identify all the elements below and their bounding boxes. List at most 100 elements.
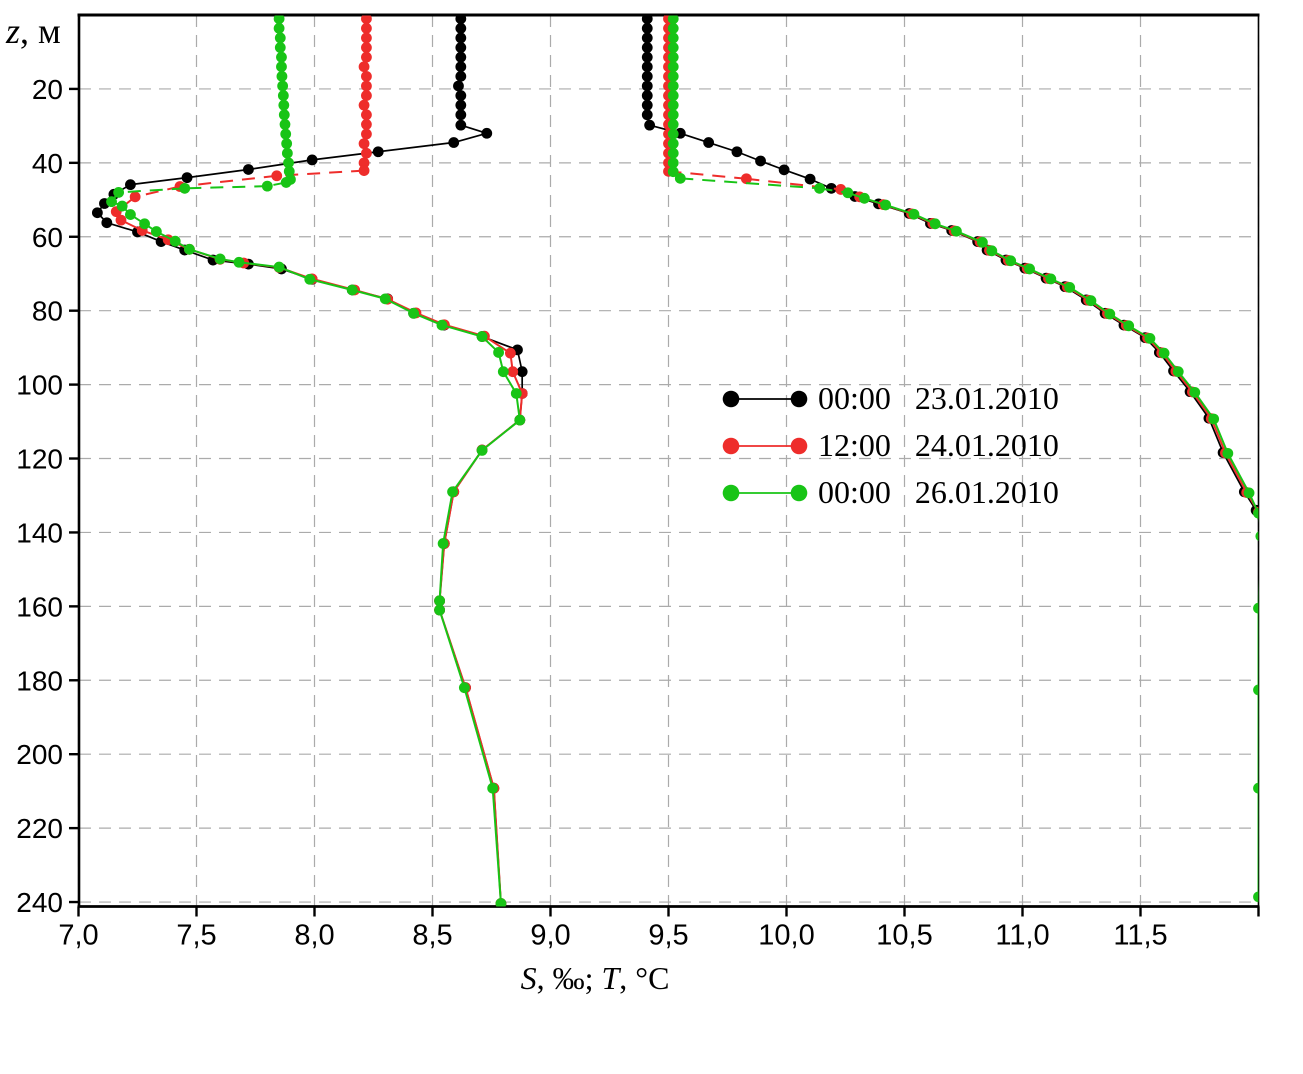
- data-point: [1144, 333, 1156, 344]
- data-point: [276, 51, 287, 63]
- data-point: [455, 51, 467, 63]
- data-point: [346, 284, 358, 296]
- data-point: [280, 177, 292, 188]
- legend-marker-line: [722, 437, 808, 454]
- y-tick-label: 80: [32, 296, 63, 327]
- data-point: [1005, 255, 1017, 267]
- data-point: [667, 99, 679, 111]
- data-point: [1045, 273, 1057, 285]
- data-point: [507, 366, 519, 378]
- data-point: [361, 51, 372, 63]
- data-point: [858, 192, 870, 204]
- data-point: [495, 898, 507, 907]
- data-point: [667, 109, 679, 121]
- x-tick-label: 8,5: [412, 920, 452, 952]
- series-T-2010-01-24-1200: [110, 15, 528, 907]
- data-point: [455, 15, 467, 25]
- x-tick-label: 11,5: [1113, 920, 1167, 952]
- data-point: [455, 42, 467, 53]
- x-axis-title: S, ‰; T, °C: [380, 960, 810, 997]
- x-tick-label: 8,0: [294, 920, 334, 952]
- data-point: [481, 127, 493, 139]
- data-point: [280, 128, 292, 140]
- data-point: [361, 80, 372, 92]
- data-point: [91, 207, 103, 219]
- data-point: [908, 208, 920, 220]
- x-tick-label: 10,5: [876, 920, 932, 952]
- data-point: [487, 782, 499, 794]
- data-point: [703, 137, 715, 148]
- data-point: [243, 164, 254, 175]
- legend-marker-line: [722, 484, 808, 501]
- data-point: [1257, 533, 1259, 539]
- data-point: [125, 209, 136, 220]
- data-point: [278, 99, 290, 111]
- y-axis-title: z, м: [6, 10, 61, 52]
- data-point: [644, 119, 656, 131]
- data-point: [476, 331, 488, 342]
- data-point: [641, 80, 653, 92]
- data-point: [276, 61, 287, 73]
- data-point: [101, 217, 113, 229]
- data-point: [214, 253, 226, 265]
- x-tick-label: 11,0: [995, 920, 1049, 952]
- data-point: [986, 245, 998, 257]
- x-axis-title-t: T: [601, 960, 620, 996]
- data-point: [361, 15, 372, 25]
- data-point: [1255, 531, 1259, 541]
- data-point: [1222, 447, 1234, 459]
- data-point: [755, 155, 766, 167]
- y-tick-label: 240: [16, 887, 63, 918]
- data-point: [641, 32, 653, 44]
- data-point: [455, 32, 467, 44]
- data-point: [361, 70, 372, 82]
- data-point: [261, 180, 273, 192]
- data-point: [842, 187, 854, 199]
- data-point: [667, 32, 679, 44]
- data-point: [731, 146, 743, 158]
- legend-time: 00:00: [818, 380, 891, 416]
- data-point: [115, 214, 127, 226]
- data-point: [274, 42, 286, 53]
- data-point: [514, 414, 526, 426]
- data-point: [641, 22, 653, 34]
- data-point: [667, 22, 679, 34]
- data-point: [1104, 308, 1116, 320]
- y-tick-label: 60: [32, 222, 63, 253]
- data-point: [667, 157, 679, 169]
- data-point: [641, 51, 653, 63]
- data-point: [458, 682, 470, 694]
- x-tick-label: 10,0: [758, 920, 814, 952]
- legend: 00:00 23.01.2010 12:00 24.01.2010 00:00 26.01…: [722, 375, 1059, 516]
- data-point: [281, 147, 293, 159]
- data-point: [1253, 684, 1259, 696]
- data-point: [641, 70, 653, 82]
- axis-ticks: [69, 87, 1260, 917]
- data-point: [497, 366, 509, 378]
- data-point: [358, 157, 370, 169]
- data-point: [169, 235, 181, 247]
- series-T-2010-01-23-0000: [91, 15, 528, 907]
- data-point: [283, 165, 295, 177]
- x-axis-title-s: S: [520, 960, 537, 996]
- data-point: [1024, 263, 1035, 275]
- y-tick-label: 140: [16, 517, 63, 548]
- x-tick-label: 7,0: [58, 920, 98, 952]
- data-point: [1208, 413, 1220, 425]
- data-point: [510, 388, 522, 399]
- y-tick-label: 160: [16, 591, 63, 622]
- y-axis-title-z: z: [6, 11, 21, 51]
- data-point: [667, 119, 679, 130]
- y-tick-label: 200: [16, 739, 63, 770]
- data-point: [667, 90, 679, 101]
- y-tick-label: 120: [16, 444, 63, 475]
- data-point: [361, 90, 372, 101]
- data-point: [455, 99, 467, 111]
- data-point: [358, 138, 370, 150]
- data-point: [976, 236, 988, 248]
- legend-item: 00:00 26.01.2010: [722, 469, 1059, 516]
- data-point: [273, 22, 285, 34]
- data-point: [1189, 386, 1201, 398]
- data-point: [361, 22, 372, 34]
- data-point: [1123, 320, 1135, 332]
